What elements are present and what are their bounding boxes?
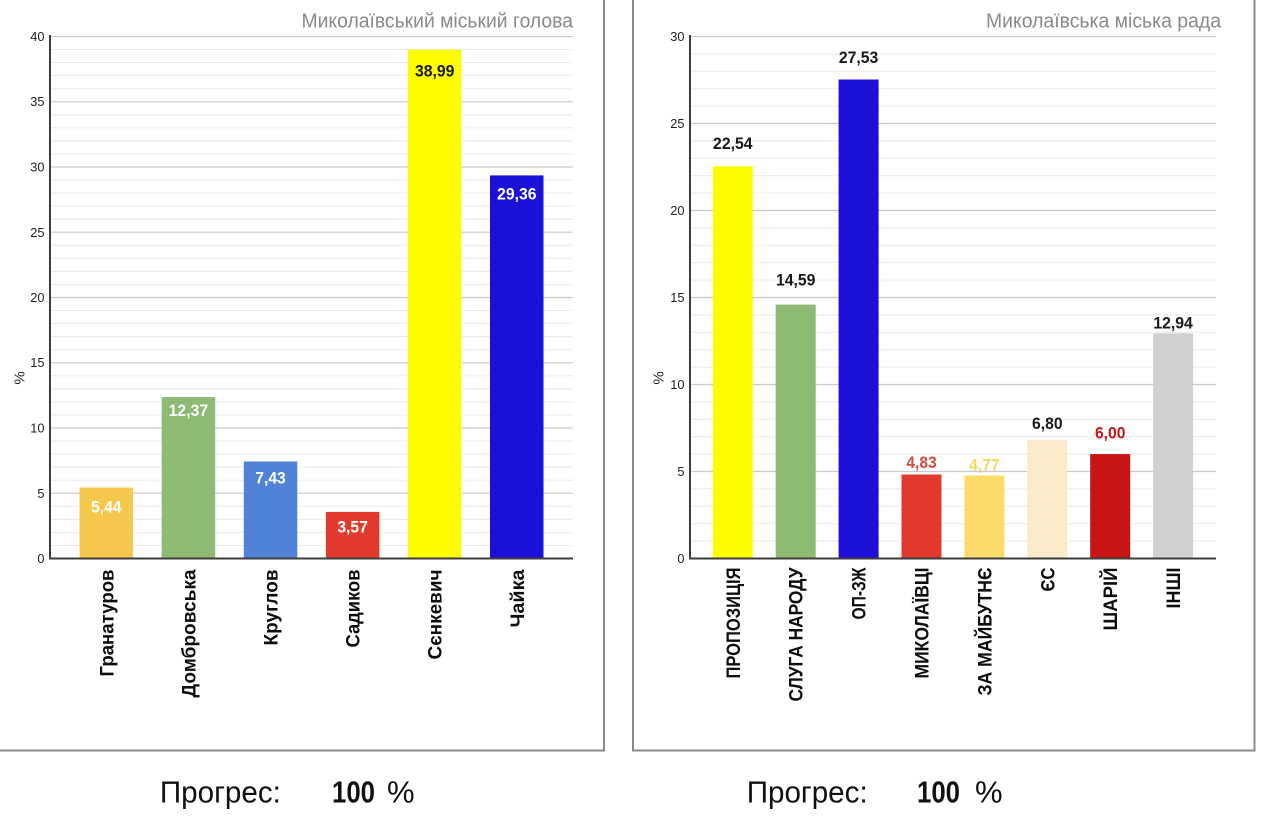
svg-text:Прогрес:: Прогрес: bbox=[747, 775, 868, 810]
svg-text:4,83: 4,83 bbox=[906, 453, 937, 472]
svg-text:35: 35 bbox=[30, 94, 44, 109]
svg-text:ЄС: ЄС bbox=[1037, 568, 1059, 592]
svg-text:38,99: 38,99 bbox=[415, 62, 455, 81]
svg-text:30: 30 bbox=[30, 160, 44, 175]
svg-text:6,00: 6,00 bbox=[1095, 423, 1126, 442]
svg-text:3,57: 3,57 bbox=[337, 517, 368, 536]
svg-text:15: 15 bbox=[30, 355, 44, 370]
svg-text:10: 10 bbox=[670, 377, 684, 392]
svg-text:%: % bbox=[387, 775, 415, 810]
svg-text:0: 0 bbox=[677, 551, 684, 566]
svg-text:100: 100 bbox=[917, 775, 960, 810]
svg-text:20: 20 bbox=[670, 203, 684, 218]
svg-text:Сєнкевич: Сєнкевич bbox=[425, 570, 447, 660]
svg-text:ПРОПОЗИЦІЯ: ПРОПОЗИЦІЯ bbox=[723, 568, 745, 679]
svg-text:100: 100 bbox=[332, 775, 375, 810]
svg-text:Миколаївська міська рада: Миколаївська міська рада bbox=[986, 11, 1222, 33]
svg-text:10: 10 bbox=[30, 421, 44, 436]
svg-text:27,53: 27,53 bbox=[839, 48, 879, 67]
svg-text:Круглов: Круглов bbox=[261, 569, 283, 645]
svg-text:Садиков: Садиков bbox=[343, 569, 365, 647]
svg-text:20: 20 bbox=[30, 290, 44, 305]
svg-text:СЛУГА НАРОДУ: СЛУГА НАРОДУ bbox=[786, 567, 808, 702]
svg-text:6,80: 6,80 bbox=[1032, 414, 1063, 433]
svg-text:29,36: 29,36 bbox=[497, 185, 537, 204]
svg-text:Миколаївський міський голова: Миколаївський міський голова bbox=[302, 11, 574, 33]
svg-text:15: 15 bbox=[670, 290, 684, 305]
svg-text:40: 40 bbox=[30, 29, 44, 44]
svg-text:%: % bbox=[12, 371, 29, 384]
svg-text:14,59: 14,59 bbox=[776, 270, 816, 289]
svg-text:5: 5 bbox=[37, 486, 44, 501]
svg-text:ШАРІЙ: ШАРІЙ bbox=[1098, 568, 1122, 631]
svg-text:25: 25 bbox=[30, 225, 44, 240]
svg-text:5: 5 bbox=[677, 464, 684, 479]
svg-text:7,43: 7,43 bbox=[255, 468, 286, 487]
svg-text:МИКОЛАЇВЦІ: МИКОЛАЇВЦІ bbox=[911, 568, 934, 679]
svg-text:12,94: 12,94 bbox=[1153, 313, 1193, 332]
svg-text:%: % bbox=[651, 371, 668, 384]
svg-text:%: % bbox=[975, 775, 1003, 810]
svg-text:ОП-ЗЖ: ОП-ЗЖ bbox=[849, 567, 871, 619]
svg-text:4,77: 4,77 bbox=[969, 455, 1000, 474]
svg-text:Чайка: Чайка bbox=[507, 569, 529, 627]
svg-text:Прогрес:: Прогрес: bbox=[160, 775, 281, 810]
svg-text:0: 0 bbox=[37, 551, 44, 566]
svg-text:25: 25 bbox=[670, 116, 684, 131]
svg-text:12,37: 12,37 bbox=[169, 401, 209, 420]
svg-text:30: 30 bbox=[670, 29, 684, 44]
svg-text:22,54: 22,54 bbox=[713, 134, 753, 153]
svg-text:5,44: 5,44 bbox=[91, 497, 122, 516]
svg-text:ІНШІ: ІНШІ bbox=[1163, 568, 1185, 609]
svg-text:Гранатуров: Гранатуров bbox=[96, 569, 118, 676]
svg-text:ЗА МАЙБУТНЄ: ЗА МАЙБУТНЄ bbox=[972, 567, 996, 695]
svg-text:Домбровська: Домбровська bbox=[178, 569, 200, 697]
